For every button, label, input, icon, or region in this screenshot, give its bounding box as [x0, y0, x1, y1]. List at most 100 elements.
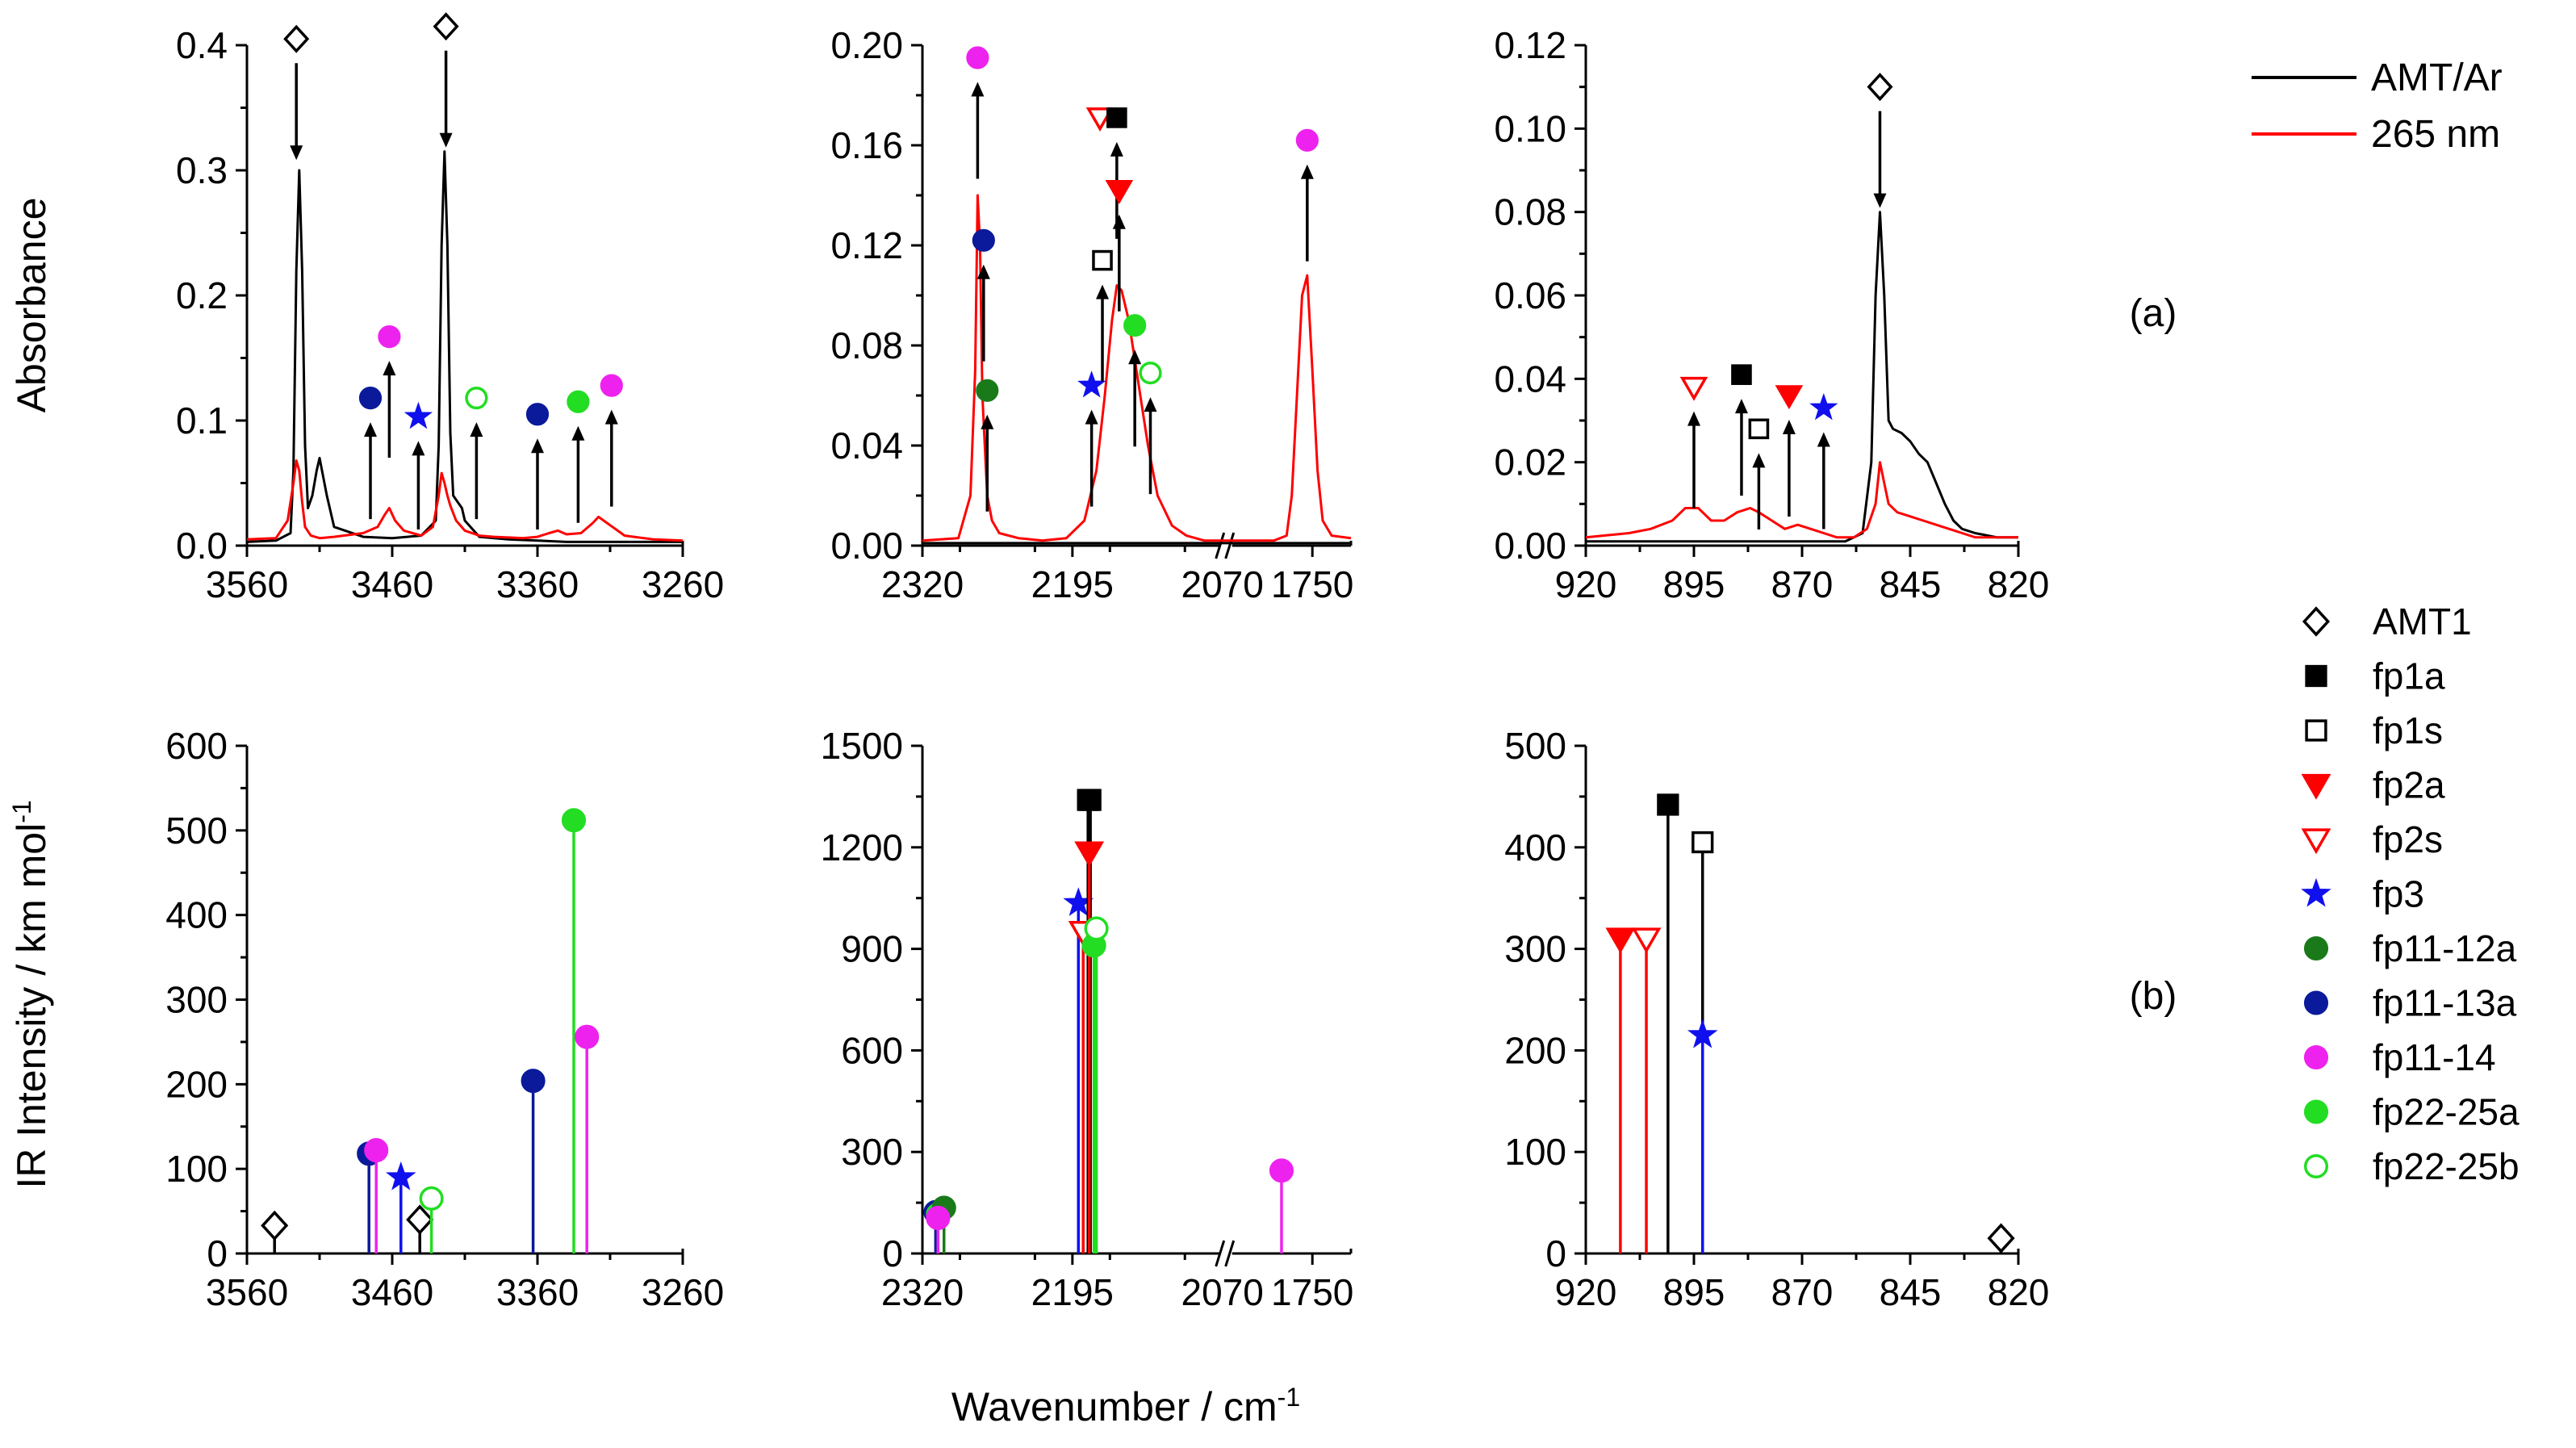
annotation-fp2a-marker [1775, 385, 1804, 410]
stem-marker-fp11-14 [364, 1138, 389, 1163]
panel-b-right: 0 100 200 300 400 500 920 895 870 845 820 [1504, 725, 2049, 1313]
y-tick-label: 500 [165, 810, 228, 852]
arrow-down-head [1873, 193, 1887, 208]
y-tick-label: 600 [165, 725, 228, 767]
stem-marker-amt1 [406, 1204, 434, 1235]
x-tick-label: 1750 [1271, 1271, 1353, 1313]
panel-label-a: (a) [2130, 292, 2177, 335]
y-tick-label: 900 [841, 928, 903, 970]
legend-markers: AMT1 fp1a fp1s fp2a fp2s fp3 fp11-12a fp11-13a f… [2301, 601, 2520, 1187]
y-tick-label: 300 [1504, 928, 1566, 970]
arrow-up-head [470, 422, 483, 437]
stem-marker-fp2s [1631, 927, 1662, 954]
legend-marker-label: fp2s [2373, 818, 2443, 860]
annotation-fp2s-marker [1085, 107, 1114, 132]
y-tick-label: 0.06 [1494, 274, 1566, 316]
arrow-up-head [1782, 420, 1796, 434]
legend-marker-label: fp2a [2373, 764, 2445, 806]
y-tick-label: 1500 [821, 725, 903, 767]
legend-marker-label: fp11-12a [2373, 927, 2517, 969]
arrow-up-head [364, 422, 377, 437]
arrow-up-head [1144, 397, 1157, 412]
arrow-up-head [1752, 453, 1766, 468]
annotation-fp2s-marker [1679, 376, 1708, 401]
legend-marker-label: AMT1 [2373, 601, 2472, 642]
y-tick-label: 0.16 [830, 124, 903, 166]
x-tick-label: 870 [1771, 1271, 1834, 1313]
x-tick-label: 3260 [642, 1271, 724, 1313]
x-tick-label: 3260 [642, 563, 724, 605]
x-tick-label: 2195 [1031, 563, 1114, 605]
annotation-fp1a-marker [1731, 364, 1752, 385]
legend-marker-fp2s [2301, 828, 2331, 855]
annotation-fp22-25a-marker [1123, 314, 1147, 337]
legend-marker-label: fp11-13a [2373, 982, 2517, 1024]
annotation-fp22-25a-marker [567, 390, 590, 413]
y-tick-label: 0.08 [1494, 191, 1566, 233]
y-tick-label: 0.12 [1494, 24, 1566, 66]
x-tick-label: 3360 [496, 1271, 579, 1313]
stem-marker-fp22-25a [561, 808, 587, 833]
x-tick-label: 2320 [881, 563, 964, 605]
annotation-fp11-13a-marker [972, 228, 995, 252]
stem-marker-fp11-14 [575, 1024, 600, 1049]
arrow-up-head [1096, 284, 1110, 299]
y-tick-label: 500 [1504, 725, 1566, 767]
y-tick-label: 0.20 [830, 24, 903, 66]
legend-lines: AMT/Ar 265 nm [2252, 56, 2503, 156]
y-tick-label: 0 [207, 1232, 228, 1274]
panel-b-middle: 0 300 600 900 1200 1500 2320 2195 2070 1750 [821, 725, 1354, 1313]
y-tick-label: 100 [1504, 1131, 1566, 1173]
stem-marker-fp11-13a [521, 1069, 546, 1094]
annotation-amt1-marker [283, 24, 310, 53]
stem-marker-fp1s [1692, 831, 1714, 854]
stem-marker-fp22-25b [419, 1186, 444, 1211]
axis-break-mark [1215, 532, 1226, 559]
annotation-fp11-13a-marker [525, 403, 550, 426]
arrow-up-head [1128, 349, 1142, 365]
arrow-up-head [531, 438, 544, 454]
axis-break-mark [1224, 1240, 1236, 1267]
y-tick-label: 0.00 [830, 525, 903, 567]
y-tick-label: 300 [841, 1131, 903, 1173]
x-tick-label: 1750 [1271, 563, 1353, 605]
arrow-up-head [604, 409, 618, 425]
x-tick-label: 895 [1663, 1271, 1725, 1313]
annotation-fp11-14-marker [1295, 128, 1319, 152]
stem-marker-fp11-14 [926, 1205, 951, 1231]
x-tick-label: 920 [1555, 563, 1617, 605]
arrow-up-head [412, 441, 425, 456]
stem-marker-fp3 [386, 1161, 416, 1191]
x-tick-label: 2070 [1181, 563, 1264, 605]
arrow-up-head [1112, 214, 1126, 229]
panel-a-left: 0.0 0.1 0.2 0.3 0.4 3560 3460 3360 3260 [176, 12, 724, 605]
legend-marker-fp11-14 [2303, 1044, 2329, 1070]
stem-marker-fp11-14 [1269, 1158, 1294, 1183]
stem-marker-fp1a [1657, 793, 1679, 816]
x-tick-label: 2195 [1031, 1271, 1114, 1313]
axis-break-mark [1224, 532, 1236, 559]
legend-marker-fp22-25b [2303, 1153, 2329, 1179]
x-tick-label: 3360 [496, 563, 579, 605]
x-tick-label: 2070 [1181, 1271, 1264, 1313]
annotation-fp11-14-marker [966, 46, 989, 69]
annotation-fp11-14-marker [378, 325, 401, 349]
arrow-up-head [1110, 141, 1123, 157]
arrow-up-head [1687, 411, 1700, 426]
panel-a-middle: 0.00 0.04 0.08 0.12 0.16 0.20 2320 2195 2070 1750 [830, 24, 1353, 605]
y-tick-label: 0.04 [1494, 358, 1566, 400]
ylabel-ir-intensity: IR Intensity / km mol-1 [7, 800, 54, 1188]
x-tick-label: 820 [1988, 563, 2050, 605]
spectrum-line-265nm [1585, 461, 2018, 539]
x-tick-label: 920 [1555, 1271, 1617, 1313]
x-tick-label: 895 [1663, 563, 1725, 605]
arrow-up-head [971, 82, 985, 97]
stem-marker-fp1a [1079, 789, 1102, 811]
spectrum-line-265nm [922, 194, 1352, 542]
legend-marker-label: fp22-25a [2373, 1091, 2520, 1133]
x-tick-label: 3560 [206, 1271, 288, 1313]
y-tick-label: 0.3 [176, 149, 228, 191]
annotation-amt1-marker [433, 12, 459, 41]
y-tick-label: 600 [841, 1029, 903, 1071]
legend-marker-fp3 [2301, 877, 2331, 907]
